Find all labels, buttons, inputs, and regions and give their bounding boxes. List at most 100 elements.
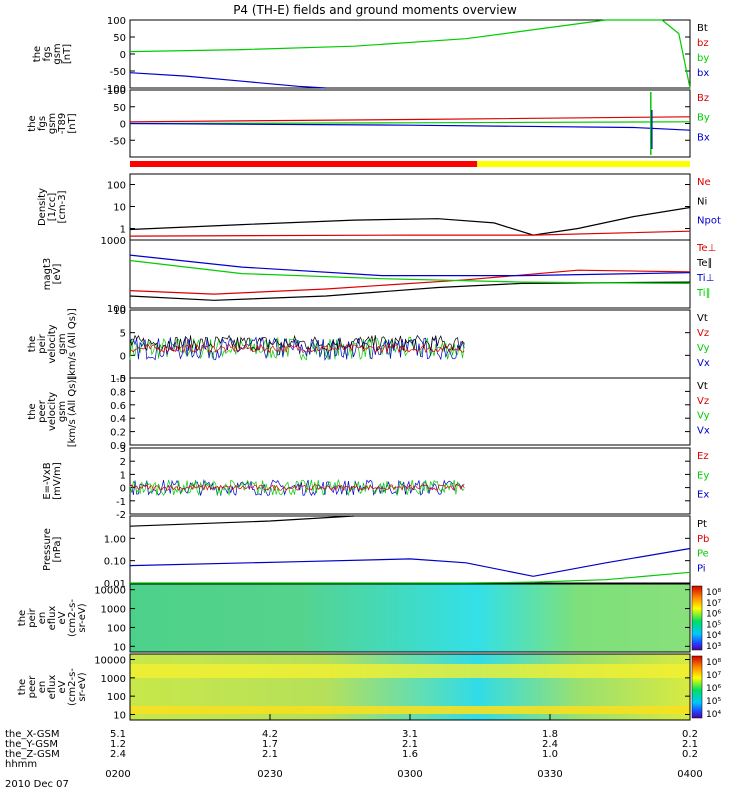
legend-Vy: Vy: [697, 411, 710, 422]
y-axis-label: [mV/m]: [52, 462, 63, 500]
y-axis-label: eV: [57, 680, 68, 693]
series-Pe: [130, 571, 691, 584]
date-label: 2010 Dec 07: [5, 779, 69, 790]
legend-Vy: Vy: [697, 343, 710, 354]
y-tick-label: 0.6: [110, 401, 126, 412]
y-axis-label: gsm: [52, 43, 63, 64]
ephemeris-value: 0330: [537, 769, 562, 780]
y-axis-label: the: [27, 403, 38, 419]
colorbar-label: 10⁴: [706, 710, 721, 720]
y-tick-label: 0.2: [110, 428, 126, 439]
ephemeris-value: 1.6: [402, 749, 418, 760]
legend-Te⊥: Te⊥: [696, 243, 716, 254]
ephemeris-label: hhmm: [5, 759, 37, 770]
y-axis-label: -T89: [57, 113, 68, 135]
ephemeris-value: 0200: [105, 769, 130, 780]
series-Ti⊥: [129, 254, 691, 277]
y-tick-label: 0.01: [104, 579, 126, 590]
panel-temperature: 1000 100 magt3 [eV] Te⊥ Te∥ Ti⊥ Ti∥: [42, 236, 716, 315]
y-axis-label: eflux: [47, 606, 58, 631]
y-axis-label: [nPa]: [52, 536, 63, 562]
y-axis-label: eflux: [47, 675, 58, 700]
colorbar: [691, 585, 703, 651]
panel-frame: [129, 173, 691, 241]
colorbar-label: 10⁵: [706, 620, 721, 630]
y-axis-label: the: [32, 46, 43, 62]
y-axis-label: Pressure: [42, 528, 53, 571]
y-axis-label: fgs: [42, 46, 53, 61]
series-Bx: [129, 122, 691, 131]
ephemeris-value: 3.1: [402, 729, 418, 740]
y-tick-label: -1: [116, 497, 126, 508]
y-tick-label: 10: [113, 306, 126, 317]
legend-Vz: Vz: [697, 328, 709, 339]
legend-by: by: [697, 53, 709, 64]
y-axis-label: eV: [57, 611, 68, 624]
y-axis-label: en: [37, 681, 48, 694]
noise-efield-red: [129, 483, 465, 492]
legend-Vx: Vx: [697, 425, 710, 436]
y-axis-label: [nT]: [62, 44, 73, 64]
legend-Ex: Ex: [697, 490, 709, 501]
legend-Bz: Bz: [697, 93, 709, 104]
mode-bar-segment: [477, 161, 690, 167]
y-tick-label: 1.0: [110, 374, 126, 385]
legend-Vx: Vx: [697, 358, 710, 369]
series-Pi: [129, 547, 691, 577]
colorbar-label: 10⁷: [706, 671, 721, 681]
legend-Ne: Ne: [697, 177, 711, 188]
y-tick-label: -5: [116, 374, 126, 385]
y-tick-label: 100: [107, 304, 126, 315]
y-axis-label: peir: [27, 607, 38, 627]
y-axis-label: (cm2-s-: [67, 599, 78, 637]
ephemeris-value: 5.1: [110, 729, 126, 740]
y-tick-label: 0.8: [110, 387, 126, 398]
legend-Pb: Pb: [697, 534, 709, 545]
panel-peer_spec: 10⁸ 10⁷ 10⁶ 10⁵ 10⁴ 10000 1000 100 10 the peer en ef…: [17, 653, 721, 721]
y-axis-label: the: [17, 679, 28, 695]
y-tick-label: 2: [120, 457, 126, 468]
ephemeris-value: 2.1: [402, 739, 418, 750]
y-tick-label: 1000: [101, 605, 126, 616]
series-Ne: [129, 230, 691, 237]
y-axis-label: sr-eV): [77, 603, 88, 632]
y-axis-label: the: [27, 336, 38, 352]
y-tick-label: -2: [116, 510, 126, 521]
panel-peer_velocity: 1.0 0.8 0.6 0.4 0.2 0.0 the peer velocity gsm [km/…: [27, 374, 710, 452]
colorbar-label: 10³: [706, 642, 721, 652]
y-tick-label: 1000: [101, 236, 126, 247]
y-tick-label: 10000: [94, 656, 126, 667]
series-Te⊥: [129, 269, 691, 295]
series-by: [129, 19, 691, 89]
y-axis-label: [km/s (All Qs)]: [67, 376, 78, 448]
y-tick-label: -100: [103, 84, 126, 95]
colorbar-label: 10⁵: [706, 697, 721, 707]
y-tick-label: 1: [120, 470, 126, 481]
y-axis-label: fgs: [37, 116, 48, 131]
legend-Ti⊥: Ti⊥: [696, 273, 714, 284]
legend-By: By: [697, 113, 710, 124]
y-tick-label: 0: [120, 120, 126, 131]
y-tick-label: 100: [107, 692, 126, 703]
y-tick-label: 1: [120, 224, 126, 235]
noise-efield-green: [129, 478, 465, 497]
y-axis-label: the: [27, 115, 38, 131]
y-tick-label: 0.0: [110, 441, 126, 452]
y-tick-label: 10: [113, 710, 126, 721]
series-Bz: [129, 116, 691, 123]
noise-peir_velocity-black: [129, 334, 465, 352]
legend-Bx: Bx: [697, 132, 710, 143]
spectrogram-band: [130, 706, 690, 714]
y-axis-label: (cm2-s-: [67, 668, 78, 706]
y-tick-label: -50: [110, 67, 126, 78]
ephemeris-value: 0400: [677, 769, 702, 780]
panel-frame: [129, 447, 691, 515]
colorbar: [691, 655, 703, 719]
spectrogram-image: [130, 584, 690, 652]
y-tick-label: 100: [107, 180, 126, 191]
panel-fgs_gse: 100 50 0 -50 the fgs gsm -T89 [nT] Bz By Bx: [27, 86, 710, 158]
y-axis-label: velocity: [47, 392, 58, 431]
